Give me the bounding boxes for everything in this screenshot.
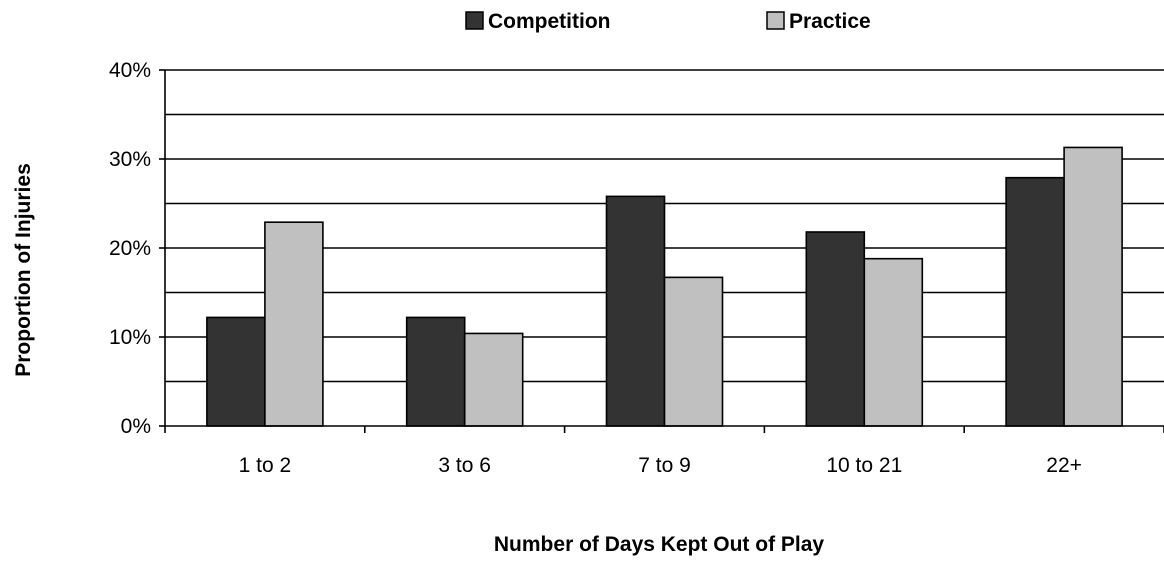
y-tick-label: 40% — [109, 59, 151, 82]
bar-competition-2 — [605, 195, 666, 427]
bar-practice-2 — [663, 276, 724, 427]
y-axis-title: Proportion of Injuries — [12, 163, 35, 377]
bars — [206, 146, 1123, 427]
x-tick-label: 3 to 6 — [438, 454, 491, 477]
bar-practice-0 — [264, 221, 324, 427]
legend-label-competition: Competition — [488, 10, 610, 33]
x-tick-label: 22+ — [1046, 454, 1082, 477]
y-tick-label: 0% — [121, 415, 151, 438]
x-tick-label: 10 to 21 — [826, 454, 902, 477]
bar-competition-4 — [1005, 176, 1065, 427]
y-tick-label: 10% — [109, 326, 151, 349]
x-tick-label: 7 to 9 — [638, 454, 691, 477]
axes — [159, 69, 1164, 433]
x-tick-label: 1 to 2 — [239, 454, 292, 477]
bar-competition-0 — [206, 316, 266, 427]
bar-practice-3 — [863, 257, 924, 427]
legend-label-practice: Practice — [789, 10, 871, 33]
y-tick-label: 20% — [109, 237, 151, 260]
y-tick-labels: 0% 10% 20% 30% 40% — [109, 59, 151, 438]
x-axis-title: Number of Days Kept Out of Play — [494, 533, 825, 556]
legend-swatch-competition — [465, 11, 484, 30]
bar-competition-1 — [405, 316, 466, 427]
bar-practice-4 — [1063, 146, 1123, 427]
legend: Competition Practice — [465, 10, 871, 33]
bar-competition-3 — [805, 231, 866, 427]
legend-swatch-practice — [766, 11, 785, 30]
y-tick-label: 30% — [109, 148, 151, 171]
bar-practice-1 — [463, 332, 524, 427]
x-tick-labels: 1 to 2 3 to 6 7 to 9 10 to 21 22+ — [239, 454, 1082, 477]
